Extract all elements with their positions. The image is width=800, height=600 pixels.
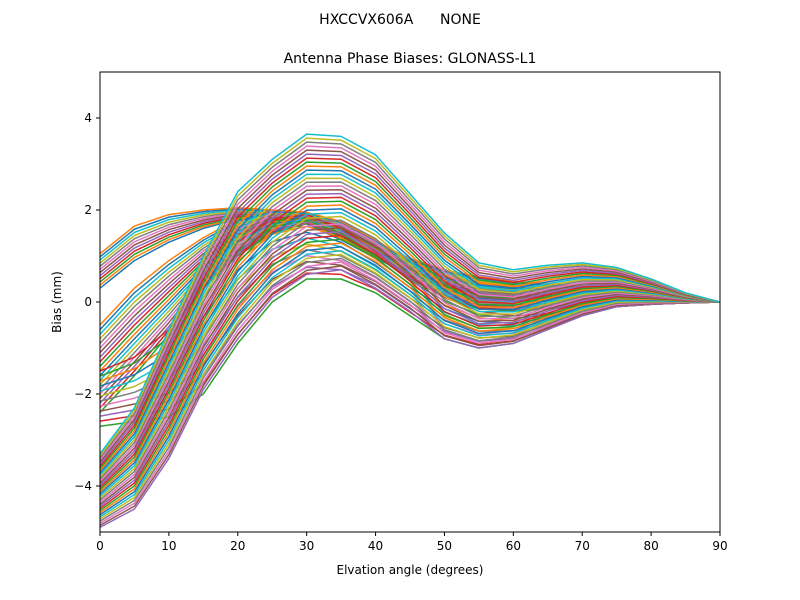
x-tick-label: 0 [96, 539, 104, 553]
y-tick-label: 0 [84, 295, 92, 309]
y-tick-label: 2 [84, 203, 92, 217]
series-layer [100, 133, 720, 529]
series-line [100, 145, 720, 461]
series-line [100, 242, 720, 514]
series-line [100, 261, 720, 524]
series-line [100, 157, 720, 467]
series-line [100, 238, 720, 512]
x-tick-label: 60 [506, 539, 521, 553]
series-line [100, 208, 720, 495]
x-tick-label: 50 [437, 539, 452, 553]
y-tick-label: −4 [74, 479, 92, 493]
series-line [100, 196, 720, 488]
series-line [100, 173, 720, 476]
series-line [100, 177, 720, 478]
series-line [100, 200, 720, 491]
series-line [100, 269, 720, 529]
series-line [100, 149, 720, 463]
y-tick-label: 4 [84, 111, 92, 125]
series-line [100, 185, 720, 482]
series-line [100, 189, 720, 484]
y-axis-label: Bias (mm) [50, 271, 64, 333]
series-line [100, 165, 720, 472]
x-axis-label: Elvation angle (degrees) [337, 563, 484, 577]
series-line [100, 181, 720, 480]
x-axis: 0 10 20 30 40 50 60 70 80 90 [96, 532, 728, 553]
series-line [100, 141, 720, 459]
series-line [100, 223, 720, 503]
x-tick-label: 20 [230, 539, 245, 553]
series-line [100, 204, 720, 493]
series-line [100, 215, 720, 499]
series-line [100, 249, 720, 518]
x-tick-label: 30 [299, 539, 314, 553]
series-line [100, 230, 720, 507]
x-tick-label: 40 [368, 539, 383, 553]
series-line [100, 192, 720, 486]
series-line [100, 257, 720, 522]
series-line [100, 234, 720, 510]
series-line [100, 169, 720, 474]
x-tick-label: 90 [712, 539, 727, 553]
series-line [100, 137, 720, 457]
figure-suptitle: HXCCVX606A NONE [319, 12, 481, 28]
series-line [100, 253, 720, 520]
series-line [100, 133, 720, 455]
series-line [100, 246, 720, 516]
series-line [100, 211, 720, 497]
y-tick-label: −2 [74, 387, 92, 401]
x-tick-label: 80 [643, 539, 658, 553]
x-tick-label: 10 [161, 539, 176, 553]
axes-title: Antenna Phase Biases: GLONASS-L1 [284, 51, 537, 67]
series-line [100, 219, 720, 501]
y-axis: −4 −2 0 2 4 [74, 111, 100, 493]
x-tick-label: 70 [575, 539, 590, 553]
series-line [100, 161, 720, 470]
series-line [100, 153, 720, 465]
series-line [100, 265, 720, 526]
series-line [100, 227, 720, 505]
